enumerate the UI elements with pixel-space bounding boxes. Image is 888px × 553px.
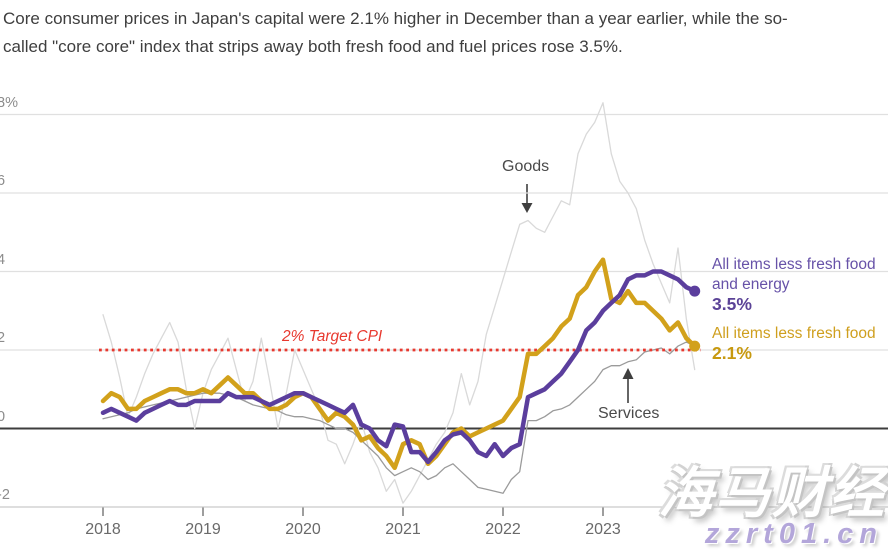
core-latest-value: 2.1% (712, 343, 752, 363)
core-core-latest-value: 3.5% (712, 294, 752, 314)
end-dot-core (689, 340, 701, 352)
core-label-line1: All items less fresh food (712, 325, 876, 342)
services-arrow-icon (622, 368, 634, 403)
y-axis-label: -2 (0, 487, 10, 503)
series-line-goods (102, 102, 696, 504)
services-series-label: Services (598, 405, 660, 422)
series-line-core (100, 257, 697, 471)
core-core-label-line2: and energy (712, 275, 790, 293)
chart-headline: Core consumer prices in Japan's capital … (3, 5, 885, 61)
y-axis-label: 8% (0, 94, 18, 111)
goods-series-label: Goods (502, 158, 550, 175)
y-axis-label: 0 (0, 408, 6, 425)
target-cpi-label: 2% Target CPI (282, 328, 383, 345)
series-line-services (102, 341, 696, 494)
x-axis-label: 2019 (185, 521, 221, 538)
x-axis-label: 2022 (485, 521, 521, 538)
series-line-corecore (100, 269, 697, 465)
core-core-label-line1: All items less fresh food (712, 256, 876, 273)
x-axis-label: 2021 (385, 521, 421, 538)
headline-line-1: Core consumer prices in Japan's capital … (3, 9, 788, 28)
end-dot-corecore (689, 285, 701, 297)
x-axis-label: 2023 (585, 521, 621, 538)
watermark-domain: zzrt01.cn (704, 518, 883, 550)
headline-line-2: called "core core" index that strips awa… (3, 37, 623, 56)
x-axis-label: 2020 (285, 521, 321, 538)
y-axis-label: 2 (0, 330, 6, 346)
x-axis-label: 2018 (85, 521, 121, 538)
core-annotation: All items less fresh food 2.1% (712, 324, 876, 363)
goods-arrow-icon (521, 184, 533, 213)
y-axis-label: 6 (0, 173, 6, 189)
core-core-annotation: All items less fresh food and energy 3.5… (712, 255, 876, 315)
watermark-brand: 海马财经 (657, 462, 886, 524)
y-axis-label: 4 (0, 251, 6, 268)
